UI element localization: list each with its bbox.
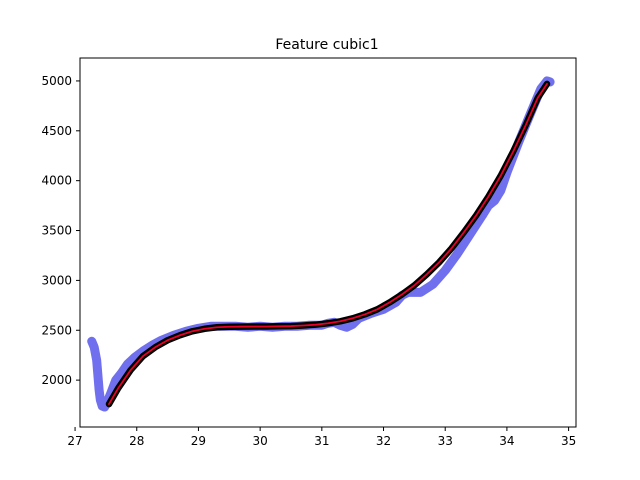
y-tick-label: 4000 — [41, 174, 72, 188]
series-line-raw — [87, 76, 555, 412]
y-tick-label: 5000 — [41, 74, 72, 88]
x-tick-label: 34 — [499, 434, 514, 448]
y-tick-label: 3000 — [41, 273, 72, 287]
axes-layer: 27 28 29 30 31 32 33 34 35 2000 2500 3000 3500 4000 45… — [41, 57, 577, 448]
series-line-fit — [108, 83, 548, 405]
y-tick-label: 2500 — [41, 323, 72, 337]
series-line-samples — [105, 80, 551, 408]
x-tick-label: 27 — [67, 434, 82, 448]
x-tick-label: 29 — [191, 434, 206, 448]
chart-title: Feature cubic1 — [275, 37, 378, 53]
x-tick-label: 28 — [129, 434, 144, 448]
x-tick-label: 31 — [314, 434, 329, 448]
x-tick-label: 33 — [438, 434, 453, 448]
x-tick-label: 35 — [561, 434, 576, 448]
y-tick-label: 3500 — [41, 224, 72, 238]
series-layer — [87, 76, 555, 412]
x-tick-label: 32 — [376, 434, 391, 448]
y-tick-label: 2000 — [41, 373, 72, 387]
x-tick-label: 30 — [252, 434, 267, 448]
plot-frame — [79, 57, 577, 428]
y-tick-label: 4500 — [41, 124, 72, 138]
